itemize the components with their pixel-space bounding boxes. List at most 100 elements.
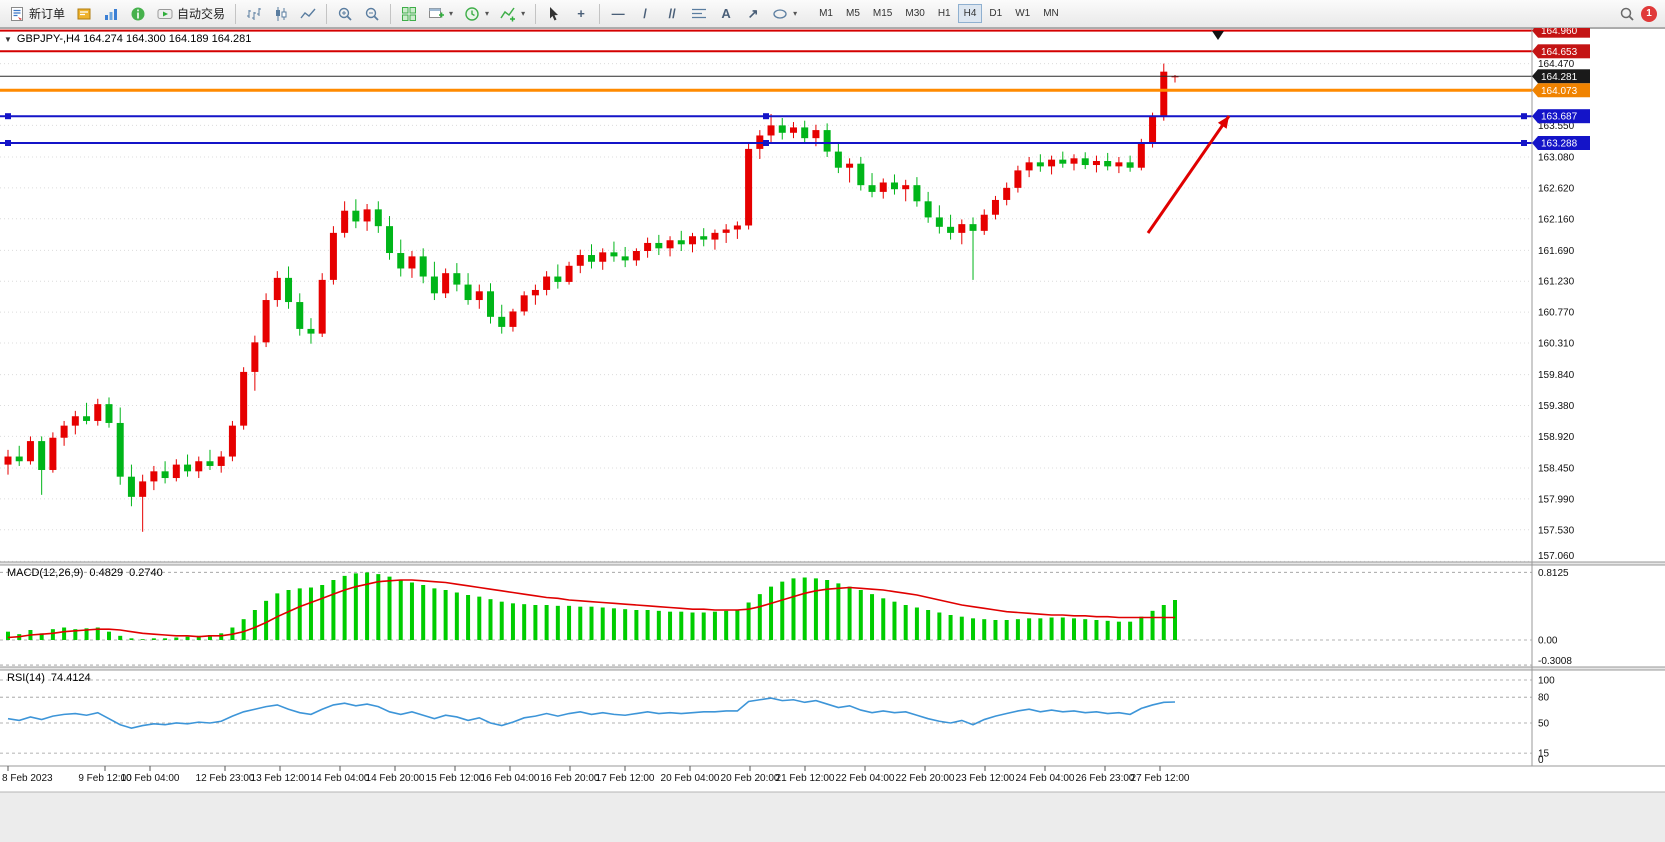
- chart-header: ▼ GBPJPY-,H4 164.274 164.300 164.189 164…: [4, 33, 251, 45]
- svg-text:161.230: 161.230: [1538, 277, 1575, 288]
- rsi-label: RSI(14) 74.4124: [7, 672, 91, 684]
- svg-text:20 Feb 20:00: 20 Feb 20:00: [721, 773, 780, 784]
- zoom-out-button[interactable]: [359, 3, 385, 25]
- text-tool-button[interactable]: A: [713, 3, 739, 25]
- svg-text:16 Feb 04:00: 16 Feb 04:00: [481, 773, 540, 784]
- svg-text:158.450: 158.450: [1538, 463, 1575, 474]
- support-line-lower[interactable]: [0, 139, 1532, 146]
- svg-text:164.470: 164.470: [1538, 59, 1575, 70]
- indicators-icon: [500, 7, 516, 21]
- arrows-tool-button[interactable]: ↗: [740, 3, 766, 25]
- arrows-tool-icon: ↗: [747, 5, 759, 21]
- candles-chart-type-icon: [276, 6, 287, 21]
- new-chart-button[interactable]: ▾: [423, 3, 458, 25]
- macd-value-main: 0.4829: [89, 567, 124, 579]
- main-toolbar: 新订单 自动交易: [0, 0, 1665, 28]
- info-button[interactable]: [125, 3, 151, 25]
- text-tool-icon: A: [721, 5, 731, 21]
- fibonacci-tool-button[interactable]: [686, 3, 712, 25]
- down-triangle-marker[interactable]: [1212, 31, 1224, 40]
- market-button[interactable]: [71, 3, 97, 25]
- zoom-in-button[interactable]: [332, 3, 358, 25]
- hline-tool-button[interactable]: —: [605, 3, 631, 25]
- toolbar-separator: [390, 3, 392, 24]
- channel-tool-button[interactable]: //: [659, 3, 685, 25]
- svg-text:16 Feb 20:00: 16 Feb 20:00: [541, 773, 600, 784]
- svg-text:160.770: 160.770: [1538, 308, 1575, 319]
- support-line-upper[interactable]: [0, 113, 1532, 120]
- search-icon: [1620, 7, 1634, 21]
- svg-text:100: 100: [1538, 675, 1555, 686]
- price-tag-163.687: 163.687: [1532, 109, 1590, 124]
- svg-text:163.550: 163.550: [1538, 121, 1575, 132]
- period-button[interactable]: ▾: [459, 3, 494, 25]
- crosshair-tool-button[interactable]: +: [568, 3, 594, 25]
- svg-text:161.690: 161.690: [1538, 246, 1575, 257]
- trend-arrow-annotation[interactable]: [1146, 115, 1231, 234]
- bars-chart-type-icon: [247, 7, 262, 20]
- svg-text:163.080: 163.080: [1538, 152, 1575, 163]
- line-chart-type-button[interactable]: [295, 3, 321, 25]
- candles-chart-type-button[interactable]: [268, 3, 294, 25]
- macd-panel: [0, 571, 1532, 666]
- trendline-tool-button[interactable]: /: [632, 3, 658, 25]
- svg-text:26 Feb 23:00: 26 Feb 23:00: [1076, 773, 1135, 784]
- signals-button[interactable]: [98, 3, 124, 25]
- rsi-scale[interactable]: 100 80 50 150: [1538, 675, 1555, 766]
- svg-text:159.840: 159.840: [1538, 370, 1575, 381]
- new-order-button[interactable]: 新订单: [4, 2, 70, 25]
- bars-chart-type-button[interactable]: [241, 3, 267, 25]
- toolbar-separator: [535, 3, 537, 24]
- timeframe-button-w1[interactable]: W1: [1009, 4, 1036, 23]
- price-scale[interactable]: 164.470 163.550 163.080 162.620 162.160 161.6…: [1532, 23, 1590, 562]
- zoom-in-icon: [338, 7, 352, 21]
- shapes-tool-button[interactable]: ▾: [767, 3, 802, 25]
- chevron-down-icon: ▾: [521, 9, 526, 18]
- info-icon: [131, 7, 145, 20]
- auto-trading-label: 自动交易: [177, 7, 226, 21]
- svg-text:23 Feb 12:00: 23 Feb 12:00: [956, 773, 1015, 784]
- chart-title-text: GBPJPY-,H4 164.274 164.300 164.189 164.2…: [16, 33, 252, 45]
- candlestick-series: [4, 63, 1179, 532]
- timeframe-button-h4[interactable]: H4: [957, 4, 983, 23]
- macd-scale[interactable]: 0.8125 0.00 -0.3008: [1538, 568, 1572, 667]
- collapse-triangle-icon[interactable]: ▼: [4, 34, 12, 44]
- svg-text:8 Feb 2023: 8 Feb 2023: [2, 773, 53, 784]
- cursor-icon: [550, 6, 559, 20]
- cursor-tool-button[interactable]: [541, 3, 567, 25]
- notification-badge[interactable]: 1: [1641, 5, 1657, 22]
- new-order-icon: [11, 6, 23, 21]
- svg-text:17 Feb 12:00: 17 Feb 12:00: [596, 773, 655, 784]
- timeframe-button-h1[interactable]: H1: [932, 4, 957, 23]
- signals-icon: [105, 8, 118, 20]
- svg-text:14 Feb 04:00: 14 Feb 04:00: [311, 773, 370, 784]
- tile-windows-button[interactable]: [396, 3, 422, 25]
- new-order-label: 新订单: [29, 7, 66, 21]
- timeframe-button-m1[interactable]: M1: [813, 4, 839, 23]
- timeframe-button-d1[interactable]: D1: [983, 4, 1008, 23]
- line-chart-type-icon: [300, 8, 316, 18]
- search-button[interactable]: [1614, 3, 1640, 25]
- chevron-down-icon: ▾: [485, 9, 490, 18]
- timeframe-button-m30[interactable]: M30: [899, 4, 930, 23]
- auto-trading-button[interactable]: 自动交易: [152, 2, 230, 25]
- macd-name: MACD(12,26,9): [7, 567, 84, 579]
- macd-value-signal: 0.2740: [129, 567, 163, 579]
- chevron-down-icon: ▾: [449, 9, 454, 18]
- fibonacci-tool-icon: [692, 8, 707, 18]
- toolbar-separator: [235, 3, 237, 24]
- timeframe-button-mn[interactable]: MN: [1037, 4, 1065, 23]
- rsi-value: 74.4124: [50, 672, 91, 684]
- svg-text:164.960: 164.960: [1541, 26, 1578, 37]
- auto-trading-icon: [157, 8, 173, 19]
- timeframe-button-m15[interactable]: M15: [867, 4, 898, 23]
- timeframe-button-m5[interactable]: M5: [840, 4, 866, 23]
- svg-text:22 Feb 20:00: 22 Feb 20:00: [896, 773, 955, 784]
- svg-text:163.288: 163.288: [1541, 138, 1578, 149]
- zoom-out-icon: [365, 7, 379, 21]
- svg-text:164.653: 164.653: [1541, 47, 1578, 58]
- indicators-button[interactable]: ▾: [495, 3, 530, 25]
